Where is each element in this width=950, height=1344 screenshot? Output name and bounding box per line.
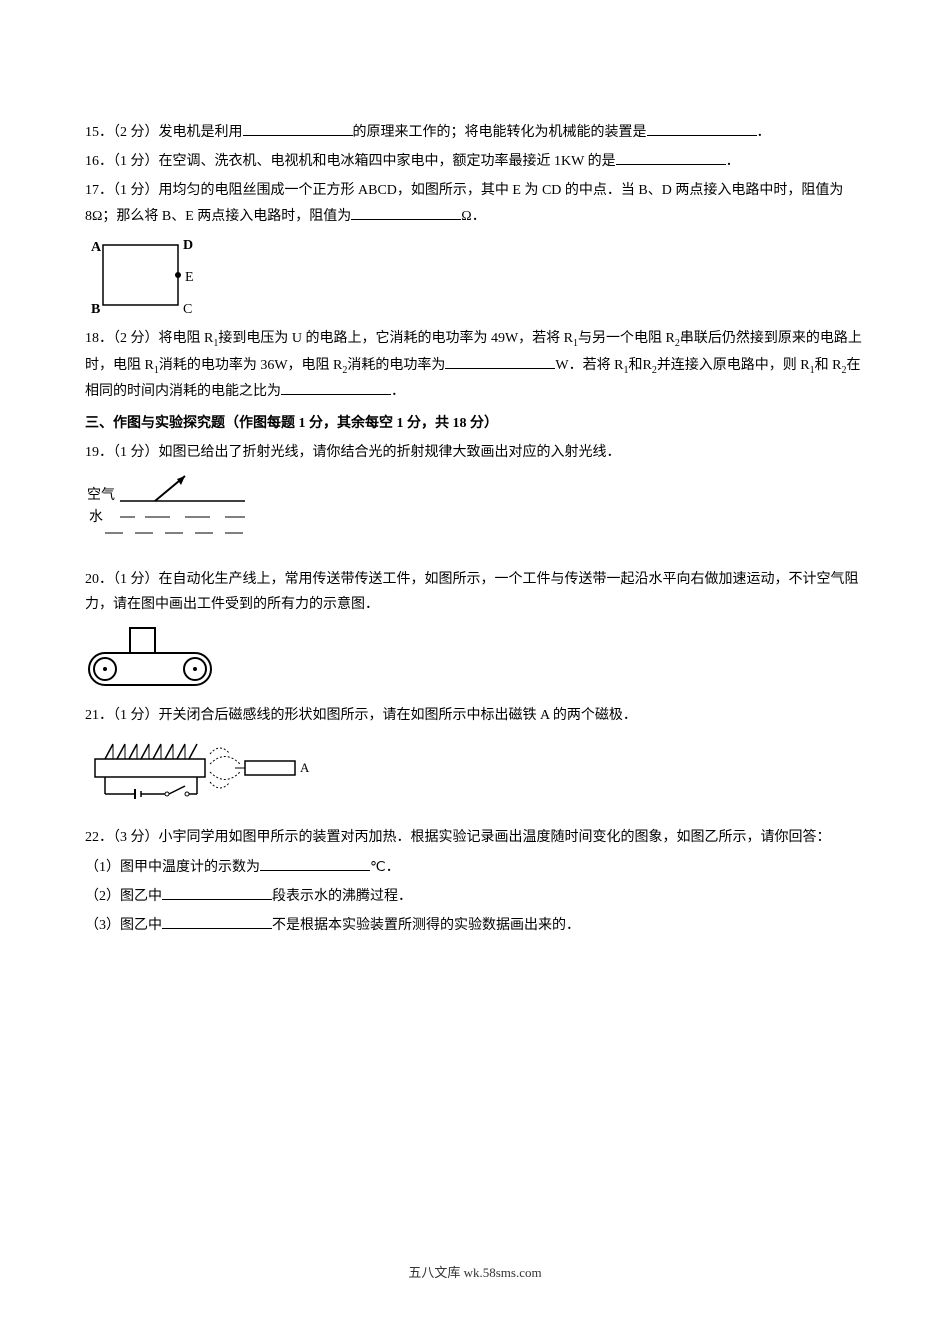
q16-points: （1 分） xyxy=(113,154,159,169)
q18-text-h: 和R xyxy=(628,358,651,373)
q15-text-b: 的原理来工作的；将电能转化为机械能的装置是 xyxy=(353,125,647,140)
svg-text:D: D xyxy=(183,238,193,253)
q22-sub3-a: （3）图乙中 xyxy=(85,918,162,933)
q15-num: 15． xyxy=(85,125,113,140)
q18-text-b: 接到电压为 U 的电路上，它消耗的电功率为 49W，若将 R xyxy=(218,331,573,346)
question-15: 15．（2 分）发电机是利用 的原理来工作的；将电能转化为机械能的装置是 ． xyxy=(85,120,865,145)
q15-blank-1 xyxy=(243,120,353,136)
q15-points: （2 分） xyxy=(113,125,159,140)
question-20: 20．（1 分）在自动化生产线上，常用传送带传送工件，如图所示，一个工件与传送带… xyxy=(85,567,865,617)
section-3-header: 三、作图与实验探究题（作图每题 1 分，其余每空 1 分，共 18 分） xyxy=(85,411,865,436)
q19-diagram: 空气 水 xyxy=(85,471,865,551)
q22-blank-2 xyxy=(162,884,272,900)
refraction-icon: 空气 水 xyxy=(85,471,255,551)
q16-text-b: ． xyxy=(726,154,740,169)
q16-text-a: 在空调、洗衣机、电视机和电冰箱四中家电中，额定功率最接近 1KW 的是 xyxy=(159,154,616,169)
svg-text:空气: 空气 xyxy=(87,487,115,503)
q15-text-c: ． xyxy=(757,125,771,140)
q18-blank-1 xyxy=(445,353,555,369)
q22-sub3: （3）图乙中 不是根据本实验装置所测得的实验数据画出来的． xyxy=(85,913,865,938)
footer-text: 五八文库 wk.58sms.com xyxy=(0,1261,950,1284)
q19-num: 19． xyxy=(85,445,113,460)
q22-sub3-b: 不是根据本实验装置所测得的实验数据画出来的． xyxy=(272,918,580,933)
q22-sub1-a: （1）图甲中温度计的示数为 xyxy=(85,860,260,875)
svg-text:C: C xyxy=(183,302,192,317)
q17-text-b: Ω． xyxy=(461,209,485,224)
q22-sub2-a: （2）图乙中 xyxy=(85,889,162,904)
conveyor-icon xyxy=(85,623,225,693)
q19-text: 如图已给出了折射光线，请你结合光的折射规律大致画出对应的入射光线． xyxy=(159,445,621,460)
q21-diagram: A xyxy=(85,734,865,809)
q20-points: （1 分） xyxy=(113,572,159,587)
q17-blank-1 xyxy=(351,204,461,220)
q22-blank-1 xyxy=(260,855,370,871)
q19-points: （1 分） xyxy=(113,445,159,460)
electromagnet-icon: A xyxy=(85,734,315,809)
q20-num: 20． xyxy=(85,572,113,587)
question-18: 18．（2 分）将电阻 R1接到电压为 U 的电路上，它消耗的电功率为 49W，… xyxy=(85,326,865,405)
q22-sub2-b: 段表示水的沸腾过程． xyxy=(272,889,412,904)
q17-num: 17． xyxy=(85,183,113,198)
svg-text:B: B xyxy=(91,302,100,317)
square-abcd-icon: A D E B C xyxy=(85,235,215,320)
question-19: 19．（1 分）如图已给出了折射光线，请你结合光的折射规律大致画出对应的入射光线… xyxy=(85,440,865,465)
q15-text-a: 发电机是利用 xyxy=(159,125,243,140)
q18-text-i: 并连接入原电路中，则 R xyxy=(657,358,810,373)
question-22: 22．（3 分）小宇同学用如图甲所示的装置对丙加热．根据实验记录画出温度随时间变… xyxy=(85,825,865,850)
q16-num: 16． xyxy=(85,154,113,169)
q22-sub1: （1）图甲中温度计的示数为 ℃． xyxy=(85,855,865,880)
q20-text: 在自动化生产线上，常用传送带传送工件，如图所示，一个工件与传送带一起沿水平向右做… xyxy=(85,572,859,612)
q15-blank-2 xyxy=(647,120,757,136)
q18-blank-2 xyxy=(281,379,391,395)
svg-text:E: E xyxy=(185,270,194,285)
q16-blank-1 xyxy=(616,149,726,165)
q18-text-e: 消耗的电功率为 36W，电阻 R xyxy=(159,358,343,373)
q22-points: （3 分） xyxy=(113,830,159,845)
question-16: 16．（1 分）在空调、洗衣机、电视机和电冰箱四中家电中，额定功率最接近 1KW… xyxy=(85,149,865,174)
q18-text-a: 将电阻 R xyxy=(159,331,214,346)
q18-points: （2 分） xyxy=(113,331,159,346)
q20-diagram xyxy=(85,623,865,693)
q21-points: （1 分） xyxy=(113,708,159,723)
q17-diagram: A D E B C xyxy=(85,235,865,320)
q17-points: （1 分） xyxy=(113,183,159,198)
svg-text:水: 水 xyxy=(89,509,103,525)
q21-text: 开关闭合后磁感线的形状如图所示，请在如图所示中标出磁铁 A 的两个磁极． xyxy=(159,708,637,723)
q18-text-c: 与另一个电阻 R xyxy=(578,331,675,346)
q18-text-l: ． xyxy=(391,384,405,399)
svg-text:A: A xyxy=(300,760,310,775)
q22-num: 22． xyxy=(85,830,113,845)
q18-text-f: 消耗的电功率为 xyxy=(347,358,445,373)
question-17: 17．（1 分）用均匀的电阻丝围成一个正方形 ABCD，如图所示，其中 E 为 … xyxy=(85,178,865,228)
q18-text-g: W．若将 R xyxy=(555,358,623,373)
q22-sub1-b: ℃． xyxy=(370,860,400,875)
q22-blank-3 xyxy=(162,913,272,929)
q22-sub2: （2）图乙中 段表示水的沸腾过程． xyxy=(85,884,865,909)
svg-text:A: A xyxy=(91,240,102,255)
q21-num: 21． xyxy=(85,708,113,723)
question-21: 21．（1 分）开关闭合后磁感线的形状如图所示，请在如图所示中标出磁铁 A 的两… xyxy=(85,703,865,728)
q22-text-a: 小宇同学用如图甲所示的装置对丙加热．根据实验记录画出温度随时间变化的图象，如图乙… xyxy=(159,830,831,845)
q18-num: 18． xyxy=(85,331,113,346)
q18-text-j: 和 R xyxy=(815,358,842,373)
